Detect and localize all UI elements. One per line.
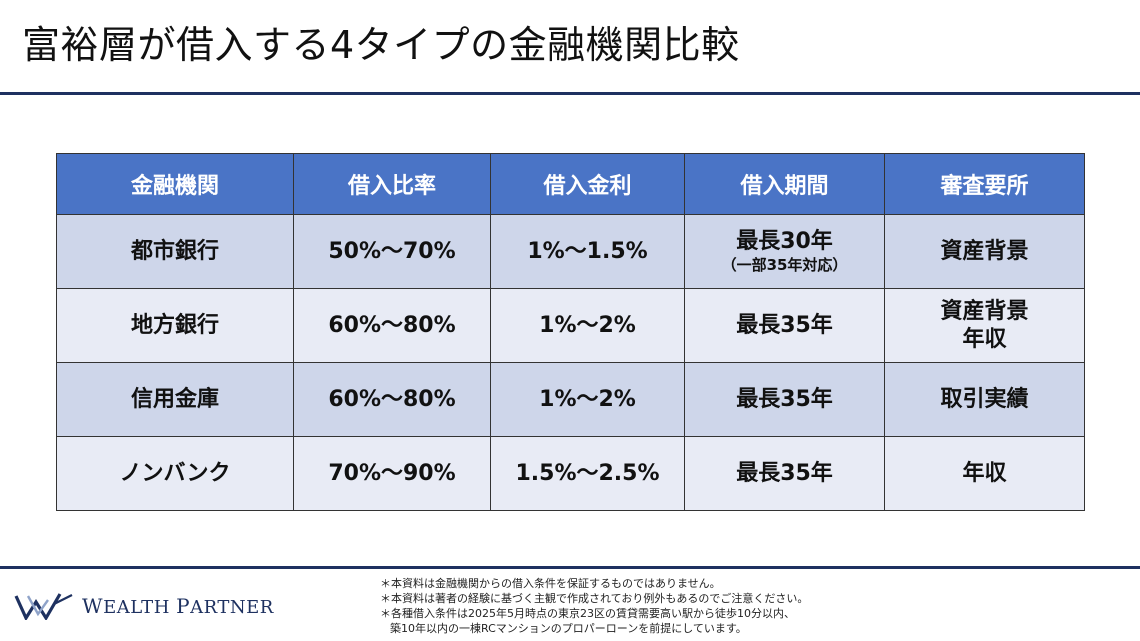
disclaimer-line: ＊本資料は著者の経験に基づく主観で作成されており例外もあるのでご注意ください。 [380, 592, 809, 605]
screening-item: 年収 [962, 326, 1007, 352]
term-cell: 最長30年 （一部35年対応） [684, 214, 885, 289]
table-row: 信用金庫 60%〜80% 1%〜2% 最長35年 取引実績 [56, 362, 1085, 437]
institution-cell: 信用金庫 [56, 362, 294, 437]
rate-cell: 1%〜2% [490, 288, 685, 363]
screening-item: 取引実績 [940, 386, 1029, 412]
term-cell: 最長35年 [684, 288, 885, 363]
term-cell: 最長35年 [684, 362, 885, 437]
disclaimer-line: ＊各種借入条件は2025年5月時点の東京23区の賃貸需要高い駅から徒歩10分以内… [380, 607, 795, 620]
term-value: 最長35年 [736, 312, 833, 338]
screening-cell: 資産背景 [884, 214, 1085, 289]
term-value: 最長35年 [736, 386, 833, 412]
disclaimer-line: ＊本資料は金融機関からの借入条件を保証するものではありません。 [380, 577, 721, 590]
header-ratio: 借入比率 [293, 153, 491, 215]
ratio-cell: 60%〜80% [293, 288, 491, 363]
screening-item: 資産背景 [940, 238, 1029, 264]
institution-cell: 都市銀行 [56, 214, 294, 289]
screening-item: 資産背景 [940, 299, 1029, 324]
term-value: 最長30年 [736, 229, 833, 255]
rate-cell: 1%〜1.5% [490, 214, 685, 289]
logo-mark-icon [14, 593, 73, 620]
header-rate: 借入金利 [490, 153, 685, 215]
header-institution: 金融機関 [56, 153, 294, 215]
wealth-partner-logo: WEALTH PARTNER [14, 588, 274, 624]
term-cell: 最長35年 [684, 436, 885, 511]
screening-cell: 年収 [884, 436, 1085, 511]
table-header-row: 金融機関 借入比率 借入金利 借入期間 審査要所 [56, 153, 1085, 215]
rate-cell: 1%〜2% [490, 362, 685, 437]
title-divider [0, 92, 1140, 95]
institution-cell: ノンバンク [56, 436, 294, 511]
screening-cell: 取引実績 [884, 362, 1085, 437]
header-screening: 審査要所 [884, 153, 1085, 215]
ratio-cell: 50%〜70% [293, 214, 491, 289]
institution-cell: 地方銀行 [56, 288, 294, 363]
screening-cell: 資産背景 年収 [884, 288, 1085, 363]
table-row: 地方銀行 60%〜80% 1%〜2% 最長35年 資産背景 年収 [56, 288, 1085, 363]
ratio-cell: 60%〜80% [293, 362, 491, 437]
screening-item: 年収 [962, 460, 1007, 486]
table-row: 都市銀行 50%〜70% 1%〜1.5% 最長30年 （一部35年対応） 資産背… [56, 214, 1085, 289]
logo-wordmark: WEALTH PARTNER [82, 594, 274, 618]
rate-cell: 1.5%〜2.5% [490, 436, 685, 511]
footer-divider [0, 566, 1140, 569]
term-value: 最長35年 [736, 460, 833, 486]
table-row: ノンバンク 70%〜90% 1.5%〜2.5% 最長35年 年収 [56, 436, 1085, 511]
header-term: 借入期間 [684, 153, 885, 215]
page-title: 富裕層が借入する4タイプの金融機関比較 [22, 23, 740, 67]
term-note: （一部35年対応） [721, 255, 848, 274]
disclaimer-line: 築10年以内の一棟RCマンションのプロパーローンを前提にしています。 [390, 622, 747, 635]
ratio-cell: 70%〜90% [293, 436, 491, 511]
comparison-table: 金融機関 借入比率 借入金利 借入期間 審査要所 都市銀行 50%〜70% 1%… [56, 153, 1085, 511]
disclaimer-notes: ＊本資料は金融機関からの借入条件を保証するものではありません。 ＊本資料は著者の… [380, 576, 1130, 636]
